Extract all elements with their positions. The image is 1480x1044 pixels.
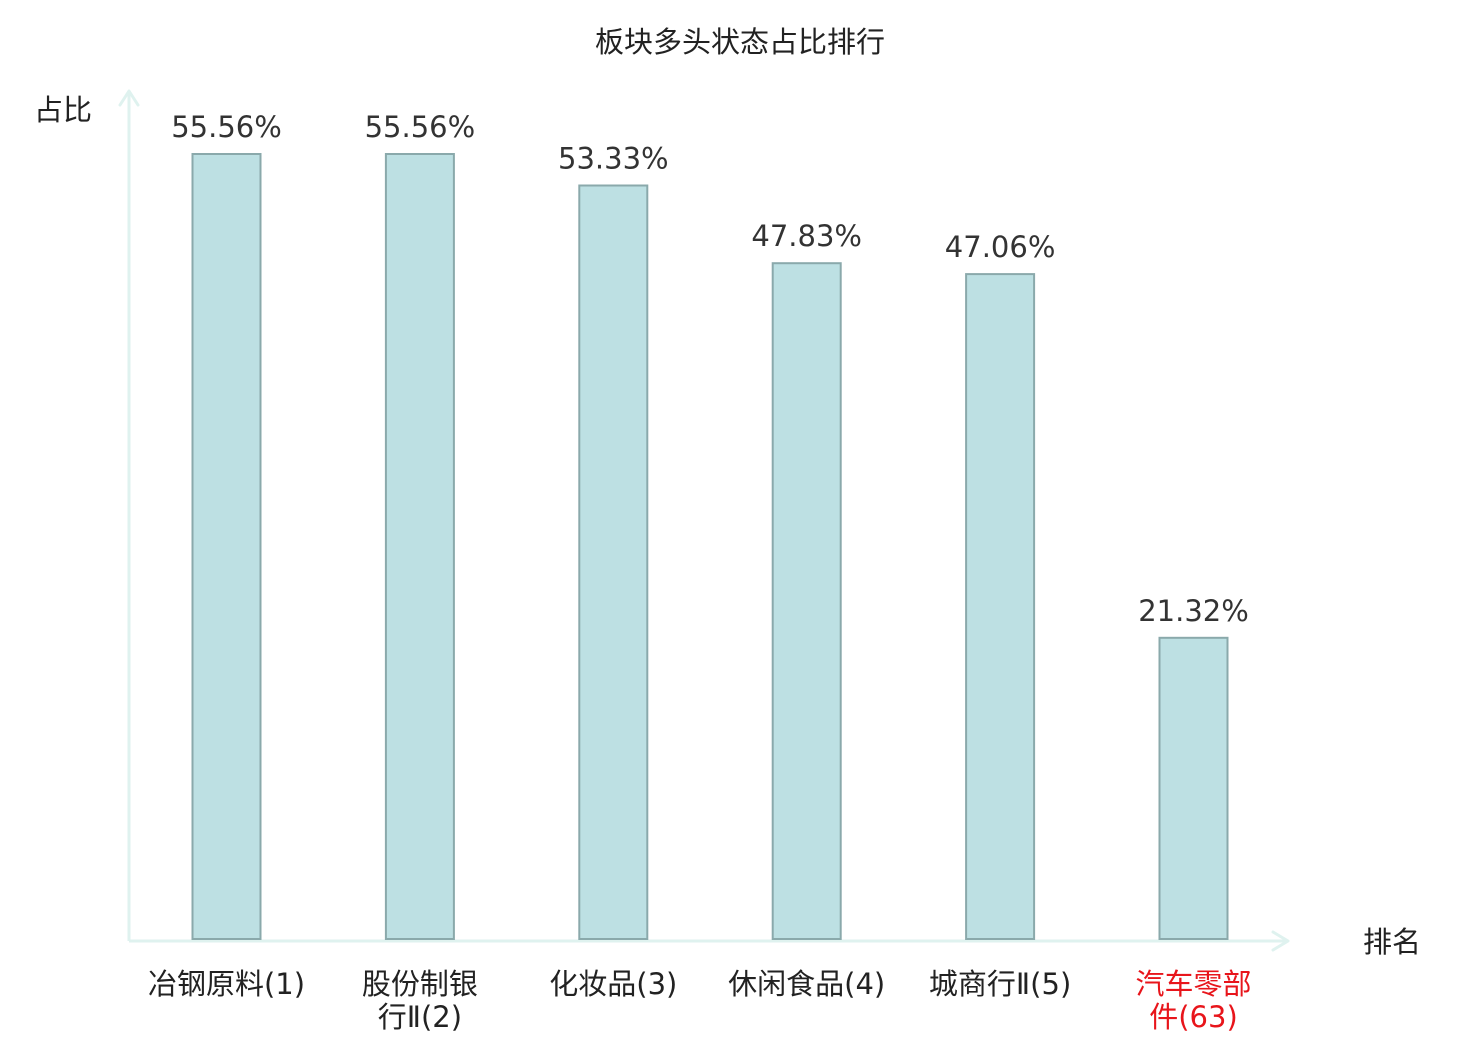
bar-value-label: 55.56% xyxy=(365,110,476,144)
y-axis-arrow-icon xyxy=(118,89,140,107)
bar-value-label: 55.56% xyxy=(171,110,282,144)
bar-value-label: 53.33% xyxy=(558,142,669,176)
bar xyxy=(578,184,649,940)
category-label: 件(63) xyxy=(1149,1000,1238,1034)
bar-value-label: 47.06% xyxy=(945,230,1056,264)
value-labels-group: 55.56% 55.56% 53.33% 47.83% 47.06% 21.32% xyxy=(171,110,1249,628)
bar-value-label: 47.83% xyxy=(751,219,862,253)
y-axis-label: 占比 xyxy=(34,93,92,127)
bar xyxy=(771,262,842,940)
x-axis-arrow-icon xyxy=(1271,930,1290,952)
bar xyxy=(965,273,1036,941)
bar-value-label: 21.32% xyxy=(1138,594,1249,628)
bar xyxy=(191,153,262,940)
category-label: 化妆品(3) xyxy=(549,967,677,1001)
category-label: 冶钢原料(1) xyxy=(148,967,305,1001)
category-label: 汽车零部 xyxy=(1135,967,1251,1001)
category-label: 行Ⅱ(2) xyxy=(378,1000,462,1034)
x-axis-label: 排名 xyxy=(1363,925,1421,959)
axes xyxy=(118,89,1290,952)
bar xyxy=(1158,636,1229,940)
category-label: 股份制银 xyxy=(362,967,478,1001)
bar xyxy=(384,153,455,940)
category-label: 城商行Ⅱ(5) xyxy=(929,967,1071,1001)
chart-title: 板块多头状态占比排行 xyxy=(595,25,885,59)
category-label: 休闲食品(4) xyxy=(728,967,885,1001)
bars-group xyxy=(191,153,1229,941)
